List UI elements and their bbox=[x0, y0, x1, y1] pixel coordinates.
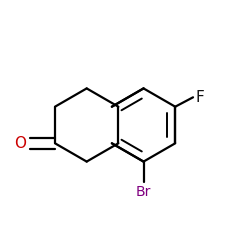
Text: F: F bbox=[195, 90, 204, 105]
Text: O: O bbox=[14, 136, 26, 151]
Text: Br: Br bbox=[136, 185, 151, 199]
